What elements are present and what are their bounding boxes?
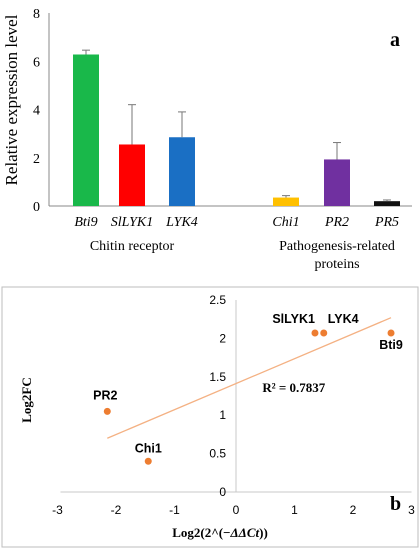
x-tick-label-pr2: PR2 xyxy=(324,215,349,230)
bar-lyk4 xyxy=(169,137,195,206)
panel-b-x-axis-label: Log2(2^(−ΔΔCt)) xyxy=(172,525,268,540)
panel-a-y-tick-label: 4 xyxy=(33,104,40,119)
panel-b-x-tick-label: 1 xyxy=(291,503,298,517)
point-pr2 xyxy=(103,407,111,415)
panel-b-y-tick-label: 0 xyxy=(219,485,226,499)
panel-b-y-tick-label: 2 xyxy=(219,331,226,345)
bar-bti9 xyxy=(73,54,99,207)
bar-chi1 xyxy=(273,197,299,206)
panel-a-y-axis-label: Relative expression level xyxy=(2,14,21,185)
x-tick-label-sllyk1: SlLYK1 xyxy=(111,215,154,230)
group-label-chitin-receptor: Chitin receptor xyxy=(90,239,175,254)
panel-b-y-tick-label: 1.5 xyxy=(209,370,226,384)
panel-b-x-tick-label: -1 xyxy=(169,503,180,517)
point-label-sllyk1: SlLYK1 xyxy=(272,312,315,326)
point-lyk4 xyxy=(320,329,328,337)
panel-a-y-tick-label: 6 xyxy=(33,55,40,70)
panel-a-y-tick-label: 8 xyxy=(33,7,40,22)
panel-a-y-tick-label: 0 xyxy=(33,200,40,215)
panel-b-x-tick-label: 3 xyxy=(408,503,415,517)
panel-b-x-tick-label: -3 xyxy=(52,503,63,517)
panel-b-x-tick-label: 2 xyxy=(350,503,357,517)
group-label-pathogenesis-related: Pathogenesis-related proteins xyxy=(279,239,395,272)
panel-a-label: a xyxy=(390,29,400,51)
bar-pr2 xyxy=(324,159,350,206)
panel-b-y-axis-label: Log2FC xyxy=(19,377,34,423)
panel-b-y-tick-label: 1 xyxy=(219,408,226,422)
trendline xyxy=(107,317,392,439)
x-tick-label-pr5: PR5 xyxy=(374,215,399,230)
panel-b-x-tick-label: 0 xyxy=(233,503,240,517)
bar-pr5 xyxy=(374,201,400,206)
panel-b-frame xyxy=(1,286,419,548)
x-tick-label-lyk4: LYK4 xyxy=(165,215,198,230)
point-bti9 xyxy=(387,329,395,337)
panel-b-y-tick-label: 0.5 xyxy=(209,447,226,461)
panel-b-x-tick-label: -2 xyxy=(111,503,122,517)
panel-b-y-tick-label: 2.5 xyxy=(209,293,226,307)
point-label-chi1: Chi1 xyxy=(135,441,162,455)
r-squared-annotation: R² = 0.7837 xyxy=(262,380,325,395)
x-tick-label-bti9: Bti9 xyxy=(74,215,97,230)
point-label-pr2: PR2 xyxy=(93,388,117,402)
panel-a-bar-chart: Relative expression level 0 2 4 6 8 Bti9 SlLY… xyxy=(2,7,412,272)
panel-b-label: b xyxy=(390,493,401,515)
bar-sllyk1 xyxy=(119,144,145,206)
point-label-lyk4: LYK4 xyxy=(328,312,359,326)
panel-b-scatter-chart: -3 -2 -1 0 1 2 3 0 0.5 1 1.5 2 2.5 PR2 Chi1 SlLYK1 LYK4… xyxy=(1,286,419,548)
point-chi1 xyxy=(144,457,152,465)
x-tick-label-chi1: Chi1 xyxy=(272,215,299,230)
point-label-bti9: Bti9 xyxy=(379,338,403,352)
point-sllyk1 xyxy=(311,329,319,337)
panel-a-y-tick-label: 2 xyxy=(33,152,40,167)
